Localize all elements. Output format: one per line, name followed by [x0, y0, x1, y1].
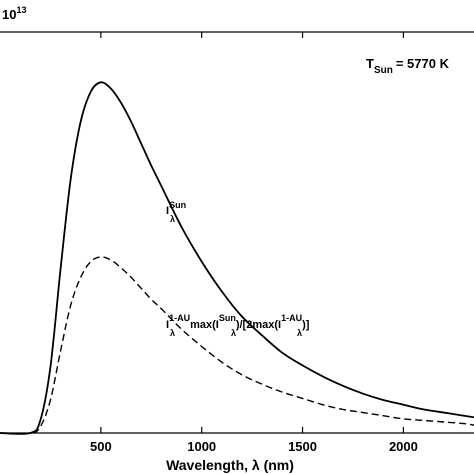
dashed-curve-label-subscript-3: λ — [297, 328, 302, 338]
dashed-curve-label-subscript-1: λ — [170, 328, 175, 338]
dashed-label-part-4: )/[2max(I — [236, 319, 281, 331]
temperature-subscript: Sun — [374, 65, 393, 76]
temperature-annotation: TSun = 5770 K — [366, 56, 450, 76]
y-multiplier-label: 1013 — [2, 5, 26, 22]
x-tick-label-1500: 1500 — [288, 439, 317, 454]
temperature-symbol: T — [366, 56, 374, 71]
dashed-label-part-6: )] — [302, 319, 310, 331]
curves — [0, 81, 474, 435]
dashed-label-part-5: 1-AU — [281, 313, 302, 323]
x-ticks: 500 1000 1500 2000 — [90, 32, 418, 454]
dashed-label-part-2: max(I — [190, 319, 219, 331]
dashed-label-part-1: 1-AU — [169, 313, 190, 323]
dashed-curve-label-subscript-2: λ — [231, 328, 236, 338]
dashed-label-part-0: I — [166, 319, 169, 331]
x-tick-label-1000: 1000 — [187, 439, 216, 454]
dashed-label-part-3: Sun — [219, 313, 236, 323]
y-multiplier-base: 10 — [2, 7, 16, 22]
x-tick-label-500: 500 — [90, 439, 112, 454]
solid-sun-spectrum-curve — [0, 81, 474, 435]
solid-curve-label-subscript: λ — [170, 214, 175, 224]
x-tick-label-2000: 2000 — [389, 439, 418, 454]
y-multiplier-exponent: 13 — [16, 5, 26, 15]
x-axis-label: Wavelength, λ (nm) — [166, 457, 294, 473]
temperature-value: = 5770 K — [396, 56, 450, 71]
dashed-normalized-curve — [0, 256, 474, 435]
solid-label-base: I — [166, 205, 169, 217]
solid-curve-label: ISun — [166, 200, 186, 217]
dashed-curve-label: I1-AUmax(ISun)/[2max(I1-AU)] — [166, 313, 310, 331]
solid-label-superscript: Sun — [169, 200, 186, 210]
